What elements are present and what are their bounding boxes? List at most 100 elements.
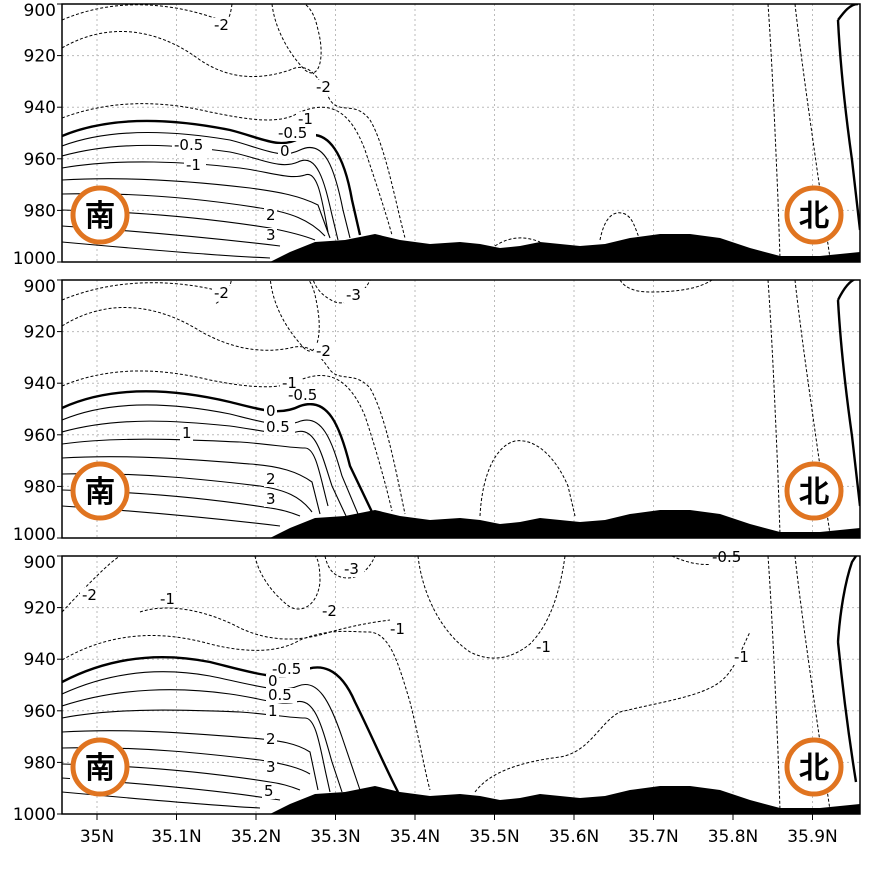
contour-label-bg — [344, 288, 366, 303]
contour-line — [62, 390, 374, 513]
contour-label: -3 — [344, 560, 359, 578]
contour-line — [479, 440, 576, 517]
y-tick-label: 900 — [24, 553, 56, 573]
contour-line — [62, 671, 361, 791]
contour-line — [62, 103, 393, 236]
north-marker-label: 北 — [799, 475, 829, 510]
contour-label: 1 — [182, 424, 192, 442]
contours — [62, 280, 860, 535]
contour-label: 0.5 — [266, 418, 290, 436]
contour-label: -0.5 — [278, 124, 307, 142]
contour-label-bg — [266, 674, 279, 689]
y-tick-label: 980 — [24, 477, 56, 497]
contour-line — [62, 161, 329, 233]
x-tick-label: 35.3N — [310, 827, 361, 847]
contour-line — [62, 556, 121, 613]
x-axis: 35N 35.1N 35.2N 35.3N 35.4N 35.5N 35.6N 35.7N 35… — [80, 814, 838, 847]
south-marker: 南 — [70, 185, 130, 245]
x-tick-label: 35.7N — [628, 827, 679, 847]
contour-label-bg — [266, 704, 279, 719]
contour-line — [62, 420, 347, 517]
contour-line — [794, 556, 831, 811]
contour-line — [619, 280, 713, 293]
contour-label-bg — [534, 640, 556, 655]
contour-line — [62, 404, 359, 515]
contour-line — [794, 4, 831, 259]
y-tick-label: 960 — [24, 426, 56, 446]
panel-frame — [61, 555, 861, 815]
contour-line — [62, 119, 362, 236]
contour-line — [62, 689, 343, 793]
contour-label-bg — [180, 426, 193, 441]
contour-line — [269, 280, 320, 352]
contour-label: -1 — [282, 374, 297, 392]
contour-line — [271, 4, 322, 74]
contour-label: -2 — [322, 602, 337, 620]
contour-line — [62, 456, 321, 515]
contour-line — [474, 631, 751, 793]
y-tick-label: 980 — [24, 201, 56, 221]
contour-label-bg — [314, 80, 336, 95]
south-marker: 南 — [70, 461, 130, 521]
contour-label-bg — [732, 650, 754, 665]
contour-label: 0 — [268, 672, 278, 690]
panel-frame — [61, 279, 861, 539]
contour-label-bg — [264, 420, 295, 435]
y-tick-label: 960 — [24, 150, 56, 170]
contour-label: -2 — [214, 284, 229, 302]
contour-line — [62, 709, 331, 793]
contour-label-bg — [388, 622, 410, 637]
contour-label-bg — [264, 492, 277, 507]
contour-label-bg — [262, 784, 275, 799]
contour-label-bg — [710, 550, 750, 565]
contour-label-bg — [172, 138, 212, 153]
contour-label: -0.5 — [272, 660, 301, 678]
y-tick-label: 1000 — [13, 525, 56, 545]
y-tick-label: 940 — [24, 98, 56, 118]
north-marker-label: 北 — [799, 199, 829, 234]
contour-label-bg — [278, 144, 291, 159]
contour-label: -2 — [82, 586, 97, 604]
x-tick-label: 35.8N — [708, 827, 759, 847]
contour-line — [62, 370, 393, 512]
contour-line — [62, 4, 221, 21]
contour-label: 0 — [280, 142, 290, 160]
y-tick-label: 940 — [24, 374, 56, 394]
north-marker: 北 — [784, 737, 844, 797]
contour-label-bg — [264, 472, 277, 487]
contour-label: 2 — [266, 730, 276, 748]
contour-label-bg — [212, 18, 234, 33]
contour-line — [794, 280, 831, 535]
contour-label: -1 — [390, 620, 405, 638]
y-tick-label: 920 — [24, 323, 56, 343]
north-marker-label: 北 — [799, 751, 829, 786]
contour-label: -2 — [316, 78, 331, 96]
panel-top: -2-2-1-0.5-0.5 0-1239009209409609801000南北 — [13, 1, 861, 269]
contour-line — [214, 280, 232, 305]
contour-label-bg — [342, 562, 364, 577]
terrain — [270, 786, 860, 814]
contour-label-bg — [212, 286, 234, 301]
contour-line — [836, 299, 860, 507]
contour-line — [417, 556, 566, 659]
south-marker-label: 南 — [85, 199, 115, 234]
y-tick-label: 1000 — [13, 805, 56, 825]
contour-line — [62, 307, 406, 515]
y-tick-label: 900 — [24, 1, 56, 21]
north-marker: 北 — [784, 461, 844, 521]
terrain — [270, 234, 860, 262]
contour-label: -2 — [316, 342, 331, 360]
contour-label-bg — [264, 404, 277, 419]
y-tick-label: 920 — [24, 47, 56, 67]
contour-line — [254, 556, 321, 610]
contour-label-bg — [184, 158, 206, 173]
x-tick-label: 35N — [80, 827, 114, 847]
contour-line — [62, 241, 271, 259]
contour-label: -1 — [536, 638, 551, 656]
contour-label-bg — [264, 760, 277, 775]
contour-label: 3 — [266, 490, 276, 508]
contour-label-bg — [270, 662, 310, 677]
x-tick-label: 35.4N — [390, 827, 441, 847]
contour-line — [836, 641, 858, 783]
